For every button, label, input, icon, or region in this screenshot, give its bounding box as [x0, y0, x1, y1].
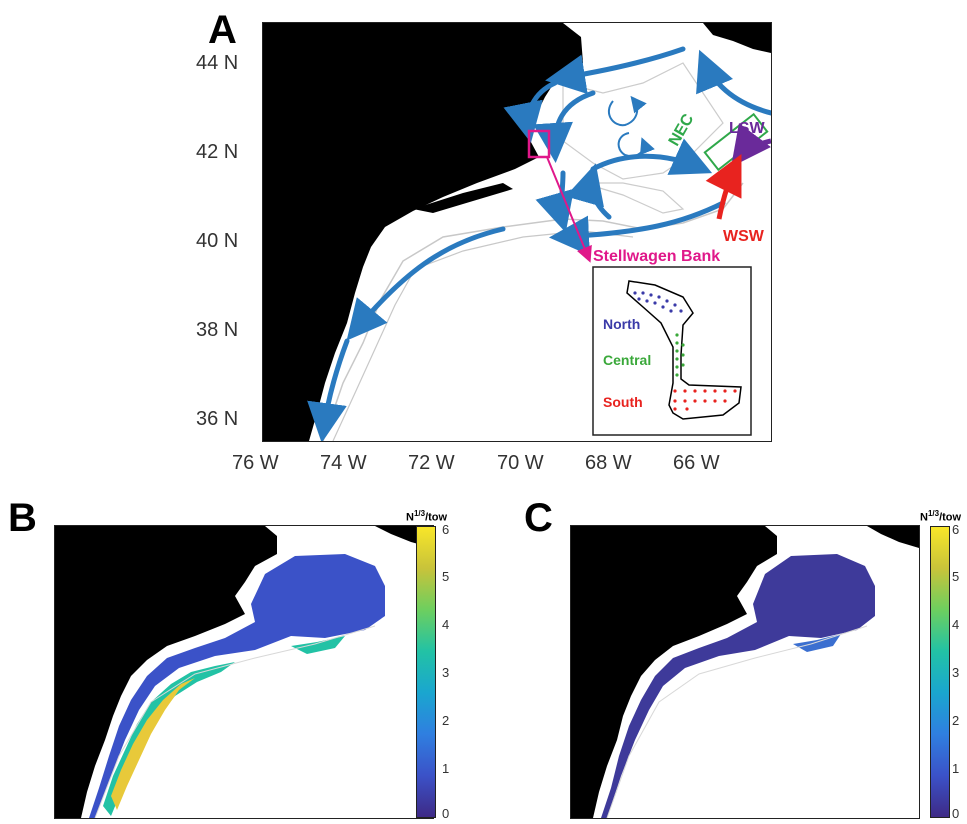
contour-c — [606, 625, 868, 818]
panel-b-colorbar — [416, 526, 436, 818]
wsw-label: WSW — [723, 228, 765, 245]
hotspot-b-core — [111, 678, 195, 810]
lon-tick-70: 70 W — [497, 452, 544, 474]
land-c-ne — [867, 526, 919, 548]
lon-tick-74: 74 W — [320, 452, 367, 474]
current-great-south — [535, 170, 575, 233]
current-gulf-top — [545, 46, 686, 95]
inset-north-label: North — [603, 316, 640, 332]
abundance-b — [89, 554, 385, 818]
current-slope-south — [307, 338, 350, 441]
panel-b-cb-0: 0 — [442, 806, 450, 821]
lat-tick-44: 44 N — [196, 52, 239, 74]
stellwagen-label: Stellwagen Bank — [593, 248, 720, 265]
lsw-label: LSW — [729, 120, 765, 137]
gyre-1 — [607, 95, 647, 127]
panel-b-cb-1: 1 — [442, 761, 450, 776]
inset-central-label: Central — [603, 352, 651, 368]
panel-b-map — [54, 525, 434, 819]
current-coastal-south — [346, 226, 506, 341]
land-mass — [263, 23, 583, 441]
panel-c-map — [570, 525, 920, 819]
current-gulf-inner — [533, 90, 596, 163]
hotspot-b-east — [291, 636, 345, 654]
panel-c-letter: C — [524, 496, 553, 540]
gyre-2 — [617, 132, 655, 157]
lat-tick-36: 36 N — [196, 408, 239, 430]
lon-tick-76: 76 W — [232, 452, 279, 474]
shelf-contour-2 — [332, 230, 634, 441]
panel-b-map-svg — [55, 526, 433, 818]
panel-c-cb-3: 3 — [952, 665, 960, 680]
panel-c-cb-1: 1 — [952, 761, 960, 776]
panel-b-cb-4: 4 — [442, 617, 450, 632]
georges-contour — [582, 182, 685, 214]
panel-b-colorbar-title: N1/3/tow — [406, 509, 448, 524]
panel-b-cb-3: 3 — [442, 665, 450, 680]
stellwagen-pointer — [546, 156, 592, 263]
bank-outline — [626, 280, 742, 420]
panel-b-cb-6: 6 — [442, 522, 450, 537]
wsw-arrow — [705, 154, 742, 220]
current-georges-north — [590, 138, 713, 175]
gulf-contour — [562, 62, 724, 180]
lon-tick-72: 72 W — [408, 452, 455, 474]
panel-a-map: NEC LSW WSW Stellwagen Bank North Centra… — [262, 22, 772, 442]
panel-c-cb-4: 4 — [952, 617, 960, 632]
north-dots — [633, 291, 683, 313]
central-dots — [675, 333, 685, 377]
panel-c-colorbar — [930, 526, 950, 818]
panel-b-letter: B — [8, 496, 37, 540]
inset-south-label: South — [603, 394, 643, 410]
lat-tick-40: 40 N — [196, 230, 239, 252]
panel-b-cb-5: 5 — [442, 569, 450, 584]
panel-a-map-svg: NEC LSW WSW Stellwagen Bank North Centra… — [263, 23, 771, 441]
land-north — [703, 23, 771, 53]
current-georges-south — [549, 200, 726, 256]
panel-c-colorbar-title: N1/3/tow — [920, 509, 962, 524]
panel-c-cb-5: 5 — [952, 569, 960, 584]
panel-a-letter: A — [208, 8, 237, 52]
south-dots — [673, 389, 737, 411]
current-gulf-west — [503, 80, 558, 143]
lat-tick-42: 42 N — [196, 141, 239, 163]
land-c — [571, 526, 777, 818]
current-ne-channel — [565, 163, 612, 220]
land-b — [55, 526, 277, 818]
lat-tick-38: 38 N — [196, 319, 239, 341]
current-scotian — [696, 49, 771, 116]
contour-b — [94, 625, 376, 818]
stellwagen-box — [527, 129, 551, 159]
long-island — [413, 183, 513, 213]
nec-label: NEC — [666, 111, 698, 149]
lon-tick-66: 66 W — [673, 452, 720, 474]
panel-c-cb-2: 2 — [952, 713, 960, 728]
panel-c-map-svg — [571, 526, 919, 818]
stellwagen-inset: North Central South — [592, 266, 752, 436]
lon-tick-68: 68 W — [585, 452, 632, 474]
panel-c-cb-6: 6 — [952, 522, 960, 537]
panel-c-cb-0: 0 — [952, 806, 960, 821]
panel-b-cb-2: 2 — [442, 713, 450, 728]
abundance-c — [601, 554, 875, 818]
